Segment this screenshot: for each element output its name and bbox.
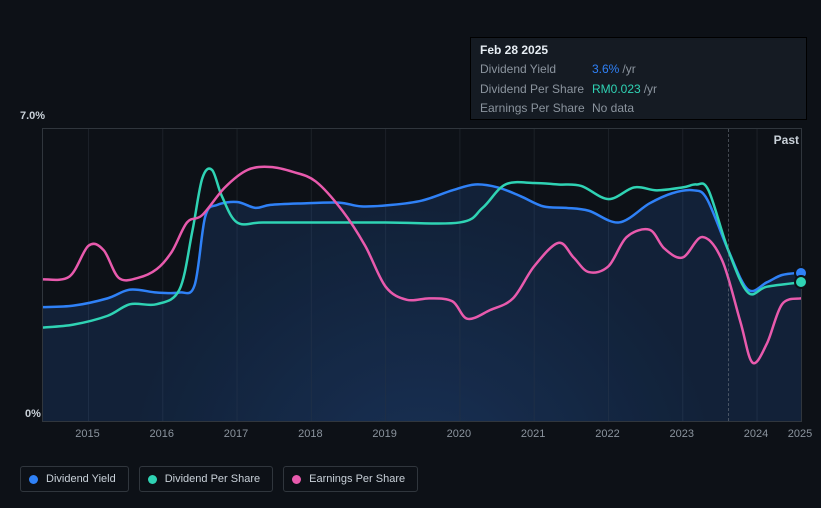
tooltip-unit: /yr: [622, 62, 635, 76]
y-axis-label-top: 7.0%: [20, 110, 45, 122]
x-tick: 2018: [298, 428, 322, 440]
x-tick: 2015: [75, 428, 99, 440]
tooltip-value: No data: [592, 101, 634, 115]
x-axis: 2015 2016 2017 2018 2019 2020 2021 2022 2023 2024…: [42, 428, 800, 448]
tooltip-row: Dividend Yield 3.6%/yr: [471, 60, 806, 79]
series-end-dot: [794, 275, 808, 289]
legend-item-dividend-per-share[interactable]: Dividend Per Share: [139, 466, 273, 492]
x-tick: 2019: [372, 428, 396, 440]
tooltip-label: Dividend Yield: [480, 62, 592, 76]
legend-swatch: [29, 475, 38, 484]
legend: Dividend Yield Dividend Per Share Earnin…: [20, 466, 418, 492]
chart-svg: [43, 129, 801, 421]
tooltip-label: Earnings Per Share: [480, 101, 592, 115]
x-tick: 2023: [670, 428, 694, 440]
legend-label: Dividend Per Share: [165, 473, 260, 485]
tooltip-box: Feb 28 2025 Dividend Yield 3.6%/yr Divid…: [470, 37, 807, 120]
y-axis-label-bottom: 0%: [25, 408, 41, 420]
legend-label: Earnings Per Share: [309, 473, 405, 485]
legend-item-earnings-per-share[interactable]: Earnings Per Share: [283, 466, 418, 492]
tooltip-value: 3.6%: [592, 62, 619, 76]
tooltip-value: RM0.023: [592, 82, 641, 96]
x-tick: 2022: [595, 428, 619, 440]
x-tick: 2016: [150, 428, 174, 440]
x-tick: 2025: [788, 428, 812, 440]
tooltip-unit: /yr: [644, 82, 657, 96]
x-tick: 2021: [521, 428, 545, 440]
tooltip-row: Earnings Per Share No data: [471, 99, 806, 118]
chart-plot-area[interactable]: [42, 128, 802, 422]
tooltip-row: Dividend Per Share RM0.023/yr: [471, 80, 806, 99]
chart-container: Feb 28 2025 Dividend Yield 3.6%/yr Divid…: [0, 0, 821, 508]
legend-swatch: [148, 475, 157, 484]
x-tick: 2024: [744, 428, 768, 440]
x-tick: 2017: [224, 428, 248, 440]
x-tick: 2020: [447, 428, 471, 440]
legend-label: Dividend Yield: [46, 473, 116, 485]
tooltip-label: Dividend Per Share: [480, 82, 592, 96]
cursor-line: [728, 129, 729, 421]
legend-item-dividend-yield[interactable]: Dividend Yield: [20, 466, 129, 492]
tooltip-date: Feb 28 2025: [471, 38, 806, 60]
legend-swatch: [292, 475, 301, 484]
